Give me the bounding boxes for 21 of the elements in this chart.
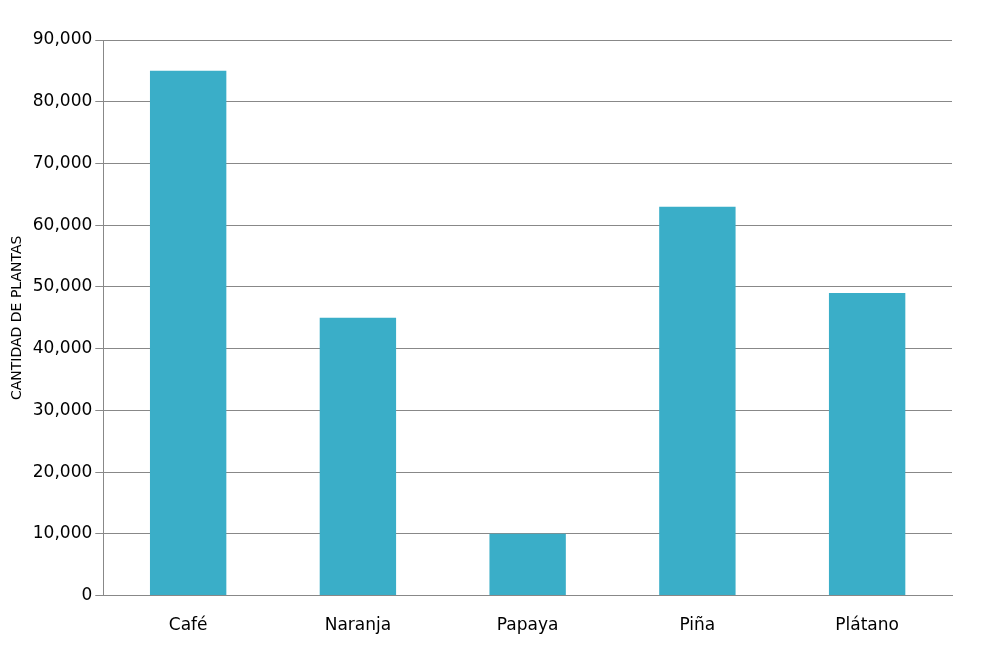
y-tick-label: 50,000 — [32, 275, 93, 296]
bar — [489, 533, 566, 596]
x-tick-label: Papaya — [496, 614, 559, 635]
bar — [149, 70, 227, 596]
y-axis-title: CANTIDAD DE PLANTAS — [8, 235, 25, 401]
x-tick-label: Naranja — [324, 614, 392, 635]
x-tick-label: Café — [168, 614, 208, 635]
y-tick-label: 90,000 — [32, 28, 93, 49]
x-tick-label: Piña — [679, 614, 716, 635]
bar — [319, 317, 397, 596]
y-tick-label: 70,000 — [32, 151, 93, 172]
x-tick-label: Plátano — [835, 614, 899, 635]
y-tick-label: 80,000 — [32, 90, 93, 111]
y-tick-label: 60,000 — [32, 213, 93, 234]
y-tick-label: 20,000 — [32, 460, 93, 481]
bar — [828, 293, 906, 596]
y-tick-label: 0 — [81, 584, 93, 605]
bar — [659, 206, 736, 596]
y-tick-label: 30,000 — [32, 398, 93, 419]
y-tick-label: 40,000 — [32, 337, 93, 358]
y-tick-label: 10,000 — [32, 522, 93, 543]
